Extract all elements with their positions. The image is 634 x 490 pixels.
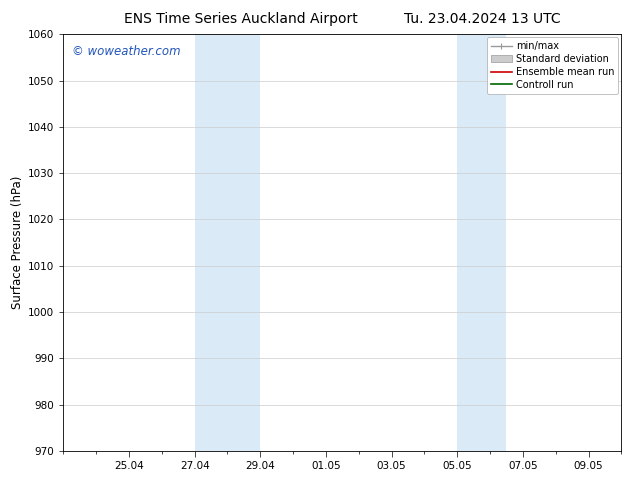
Y-axis label: Surface Pressure (hPa): Surface Pressure (hPa) [11, 176, 24, 309]
Text: © woweather.com: © woweather.com [72, 45, 181, 58]
Text: ENS Time Series Auckland Airport: ENS Time Series Auckland Airport [124, 12, 358, 26]
Bar [195, 34, 261, 451]
Text: Tu. 23.04.2024 13 UTC: Tu. 23.04.2024 13 UTC [403, 12, 560, 26]
Legend: min/max, Standard deviation, Ensemble mean run, Controll run: min/max, Standard deviation, Ensemble me… [487, 37, 618, 94]
Bar [457, 34, 507, 451]
